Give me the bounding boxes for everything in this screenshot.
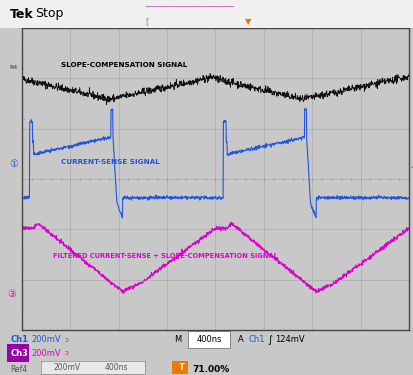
Text: ∫: ∫ — [266, 335, 271, 345]
Text: 400ns: 400ns — [196, 335, 221, 344]
Text: A: A — [237, 335, 243, 344]
Text: 200mV: 200mV — [54, 363, 81, 372]
Text: [: [ — [145, 17, 148, 26]
Text: 124mV: 124mV — [275, 335, 304, 344]
Text: R4: R4 — [9, 65, 18, 70]
Text: Tek: Tek — [10, 8, 34, 21]
Text: ─────────────────────: ───────────────────── — [145, 4, 234, 10]
Text: T: T — [178, 363, 184, 372]
Text: CURRENT-SENSE SIGNAL: CURRENT-SENSE SIGNAL — [61, 159, 159, 165]
Text: ↄ: ↄ — [64, 337, 68, 343]
Text: ①: ① — [9, 159, 18, 169]
Text: Ch3: Ch3 — [10, 349, 28, 358]
Text: 200mV: 200mV — [31, 335, 61, 344]
Text: Stop: Stop — [35, 8, 64, 21]
Text: M: M — [173, 335, 181, 344]
Text: ③: ③ — [7, 289, 16, 299]
Text: 400ns: 400ns — [104, 363, 127, 372]
Text: ↄ: ↄ — [64, 350, 68, 356]
Text: 71.00%: 71.00% — [192, 365, 229, 374]
Text: Ch1: Ch1 — [10, 335, 28, 344]
Text: Ref4: Ref4 — [10, 365, 28, 374]
Text: ◄: ◄ — [410, 164, 413, 170]
Text: FILTERED CURRENT-SENSE + SLOPE-COMPENSATION SIGNAL: FILTERED CURRENT-SENSE + SLOPE-COMPENSAT… — [53, 252, 277, 258]
Text: Ch1: Ch1 — [248, 335, 264, 344]
Text: 200mV: 200mV — [31, 349, 61, 358]
Text: ▼: ▼ — [244, 17, 251, 26]
Text: SLOPE-COMPENSATION SIGNAL: SLOPE-COMPENSATION SIGNAL — [61, 62, 187, 68]
